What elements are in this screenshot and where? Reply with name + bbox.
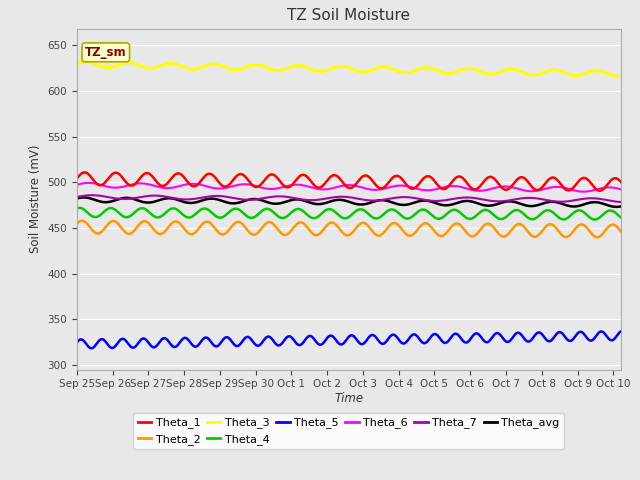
Theta_5 <box>295 342 303 348</box>
Theta_3 <box>73 61 81 67</box>
Theta_7 <box>526 195 534 201</box>
Title: TZ Soil Moisture: TZ Soil Moisture <box>287 9 410 24</box>
Theta_1 <box>295 174 303 180</box>
Theta_2 <box>289 226 297 231</box>
Theta_2 <box>526 231 534 237</box>
Theta_2 <box>623 234 630 240</box>
Theta_7 <box>88 192 95 198</box>
Theta_6 <box>295 182 303 188</box>
Theta_3 <box>614 73 621 79</box>
Line: Theta_5: Theta_5 <box>77 331 627 348</box>
Theta_4 <box>76 205 84 211</box>
Theta_4 <box>73 206 81 212</box>
Theta_7 <box>295 196 303 202</box>
Theta_4 <box>623 217 630 223</box>
Line: Theta_3: Theta_3 <box>77 62 627 76</box>
Theta_3 <box>526 72 534 78</box>
Theta_2 <box>593 234 601 240</box>
Theta_4 <box>553 213 561 218</box>
Theta_6 <box>526 188 534 194</box>
Theta_6 <box>73 182 81 188</box>
Line: Theta_4: Theta_4 <box>77 208 627 220</box>
Theta_5 <box>476 332 483 338</box>
Theta_avg <box>81 194 88 200</box>
Y-axis label: Soil Moisture (mV): Soil Moisture (mV) <box>29 145 42 253</box>
Theta_6 <box>580 189 588 194</box>
Theta_7 <box>289 195 297 201</box>
Theta_2 <box>73 221 81 227</box>
Theta_6 <box>85 180 93 186</box>
Theta_3 <box>295 62 303 68</box>
Theta_6 <box>553 184 561 190</box>
Theta_avg <box>553 199 561 205</box>
Theta_5 <box>73 340 81 346</box>
Theta_avg <box>73 196 81 202</box>
Theta_avg <box>289 197 297 203</box>
Theta_3 <box>170 60 177 66</box>
Theta_3 <box>553 67 561 73</box>
Theta_6 <box>289 182 297 188</box>
Theta_2 <box>170 219 177 225</box>
Theta_5 <box>526 338 534 344</box>
Theta_1 <box>553 177 561 182</box>
Theta_4 <box>289 208 297 214</box>
Theta_avg <box>295 197 303 203</box>
Theta_avg <box>526 203 534 209</box>
Theta_4 <box>295 206 303 212</box>
Theta_4 <box>526 216 534 222</box>
Theta_1 <box>596 188 604 194</box>
Theta_4 <box>476 210 483 216</box>
Theta_4 <box>170 205 177 211</box>
Theta_7 <box>170 195 177 201</box>
Theta_avg <box>170 196 177 202</box>
Theta_3 <box>289 63 297 69</box>
X-axis label: Time: Time <box>334 392 364 405</box>
Theta_5 <box>170 344 177 350</box>
Theta_7 <box>620 199 628 205</box>
Theta_6 <box>170 185 177 191</box>
Theta_1 <box>73 176 81 181</box>
Theta_5 <box>553 331 561 336</box>
Theta_1 <box>170 173 177 179</box>
Theta_1 <box>81 169 88 175</box>
Theta_avg <box>623 202 630 207</box>
Theta_3 <box>82 59 90 65</box>
Theta_7 <box>623 199 630 205</box>
Line: Theta_7: Theta_7 <box>77 195 627 202</box>
Theta_2 <box>295 220 303 226</box>
Legend: Theta_1, Theta_2, Theta_3, Theta_4, Theta_5, Theta_6, Theta_7, Theta_avg: Theta_1, Theta_2, Theta_3, Theta_4, Thet… <box>134 413 564 449</box>
Theta_7 <box>476 196 483 202</box>
Line: Theta_2: Theta_2 <box>77 221 627 237</box>
Theta_3 <box>476 68 483 74</box>
Theta_2 <box>79 218 86 224</box>
Theta_3 <box>623 72 630 78</box>
Theta_1 <box>476 184 483 190</box>
Line: Theta_avg: Theta_avg <box>77 197 627 207</box>
Theta_1 <box>623 186 630 192</box>
Theta_5 <box>623 332 630 338</box>
Theta_5 <box>618 328 626 334</box>
Theta_5 <box>289 336 297 342</box>
Theta_6 <box>476 188 483 193</box>
Theta_7 <box>553 199 561 204</box>
Theta_6 <box>623 188 630 194</box>
Text: TZ_sm: TZ_sm <box>85 46 127 59</box>
Theta_4 <box>621 217 629 223</box>
Theta_5 <box>88 346 95 351</box>
Line: Theta_1: Theta_1 <box>77 172 627 191</box>
Theta_avg <box>612 204 620 210</box>
Theta_2 <box>476 228 483 234</box>
Theta_2 <box>553 226 561 232</box>
Theta_1 <box>526 181 534 187</box>
Theta_1 <box>289 181 297 187</box>
Theta_avg <box>476 201 483 207</box>
Line: Theta_6: Theta_6 <box>77 183 627 192</box>
Theta_7 <box>73 194 81 200</box>
